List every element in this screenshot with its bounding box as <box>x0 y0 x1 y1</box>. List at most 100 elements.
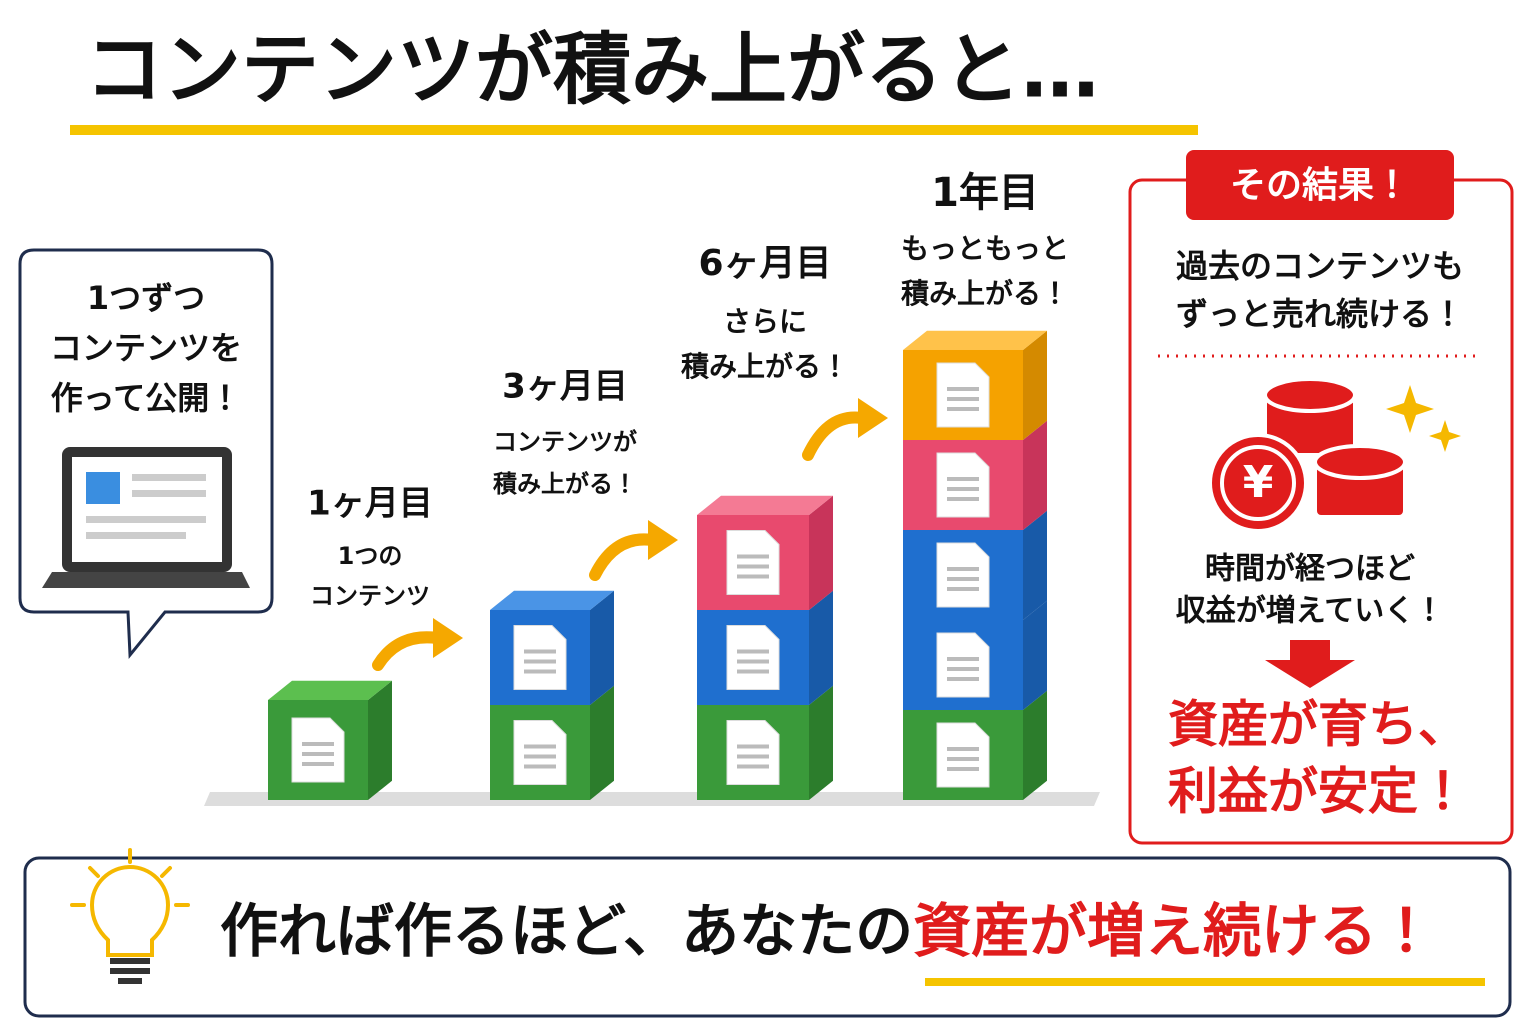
document-icon <box>726 625 780 690</box>
document-line <box>737 574 769 579</box>
arrow-head <box>433 618 463 658</box>
content-stacks <box>268 330 1047 800</box>
conclusion-line: 資産が育ち、 <box>1168 696 1468 754</box>
block-side <box>809 590 833 705</box>
document-icon <box>726 720 780 785</box>
arrow-head <box>858 398 888 438</box>
coin-symbol: ¥ <box>1243 457 1274 508</box>
block-side <box>1023 600 1047 710</box>
stage-caption: 1つの <box>338 542 403 570</box>
stage-label: 6ヶ月目 <box>698 243 831 284</box>
document-line <box>302 752 334 756</box>
block-side <box>1023 330 1047 440</box>
page-title: コンテンツが積み上がると… <box>85 25 1099 115</box>
title-underline <box>70 125 1198 135</box>
document-icon <box>936 542 990 608</box>
block-top <box>903 330 1047 350</box>
document-line <box>302 762 334 766</box>
block-side <box>1023 690 1047 800</box>
block-top <box>697 495 833 515</box>
document-line <box>737 554 769 559</box>
stage-label: 3ヶ月目 <box>502 367 628 407</box>
result-line: 過去のコンテンツも <box>1176 247 1464 285</box>
document-icon <box>513 625 567 690</box>
progress-arrow <box>589 533 658 581</box>
block-top <box>490 590 614 610</box>
stage-caption: コンテンツ <box>310 582 430 610</box>
stage-caption: さらに <box>723 305 807 338</box>
stage-caption: 積み上がる！ <box>493 470 637 498</box>
footer-highlight: 資産が増え続ける！ <box>913 897 1435 965</box>
stage-caption: コンテンツが <box>493 428 637 456</box>
block-stack <box>490 590 614 800</box>
block-top <box>268 680 392 700</box>
document-line <box>947 677 979 681</box>
stage-label: 1年目 <box>931 170 1039 216</box>
document-line <box>737 754 769 759</box>
document-line <box>947 577 979 581</box>
intro-line: 1つずつ <box>87 279 205 317</box>
block-side <box>1023 510 1047 620</box>
stage-caption: 積み上がる！ <box>681 350 849 383</box>
document-line <box>524 744 556 749</box>
document-line <box>737 659 769 664</box>
footer-plain: 作れば作るほど、あなたの <box>220 897 913 965</box>
document-line <box>947 487 979 491</box>
progress-arrow <box>802 411 868 461</box>
document-line <box>737 649 769 654</box>
document-line <box>737 744 769 749</box>
arrow-head <box>648 520 678 560</box>
block-side <box>368 680 392 800</box>
intro-line: 作って公開！ <box>51 379 241 417</box>
document-line <box>302 742 334 746</box>
laptop-icon <box>42 447 250 588</box>
stage-label: 1ヶ月目 <box>307 484 433 524</box>
progress-arrow <box>372 631 443 671</box>
document-icon <box>936 452 990 518</box>
result-line: ずっと売れ続ける！ <box>1176 295 1464 333</box>
document-line <box>947 567 979 571</box>
block-side <box>590 590 614 705</box>
document-line <box>947 767 979 771</box>
document-icon <box>936 362 990 428</box>
conclusion-line: 利益が安定！ <box>1168 763 1468 821</box>
document-line <box>947 397 979 401</box>
block-side <box>590 685 614 800</box>
stage-caption: 積み上がる！ <box>901 277 1069 310</box>
block-side <box>1023 420 1047 530</box>
growth-line: 収益が増えていく！ <box>1176 594 1445 629</box>
highlight-underline <box>925 978 1485 986</box>
block-stack <box>903 330 1047 800</box>
document-line <box>947 757 979 761</box>
floor <box>204 792 1100 806</box>
growth-line: 時間が経つほど <box>1205 552 1415 587</box>
document-line <box>524 669 556 674</box>
document-line <box>947 387 979 391</box>
document-line <box>524 754 556 759</box>
coins-icon <box>1208 377 1461 533</box>
block-stack <box>697 495 833 800</box>
document-line <box>947 497 979 501</box>
block-stack <box>268 680 392 800</box>
document-line <box>524 764 556 769</box>
document-line <box>737 669 769 674</box>
intro-line: コンテンツを <box>50 329 242 367</box>
document-line <box>737 564 769 569</box>
document-line <box>947 667 979 671</box>
document-line <box>947 657 979 661</box>
document-icon <box>936 632 990 698</box>
badge-text: その結果！ <box>1230 165 1410 206</box>
block-side <box>809 495 833 610</box>
footer-text: 作れば作るほど、あなたの資産が増え続ける！ <box>220 897 1435 965</box>
block-side <box>809 685 833 800</box>
footer-box <box>23 856 1512 1018</box>
down-arrow <box>1265 640 1355 688</box>
document-line <box>947 587 979 591</box>
lightbulb-icon <box>70 848 190 984</box>
document-icon <box>936 722 990 788</box>
document-line <box>947 477 979 481</box>
document-icon <box>726 530 780 595</box>
document-icon <box>513 720 567 785</box>
document-line <box>737 764 769 769</box>
